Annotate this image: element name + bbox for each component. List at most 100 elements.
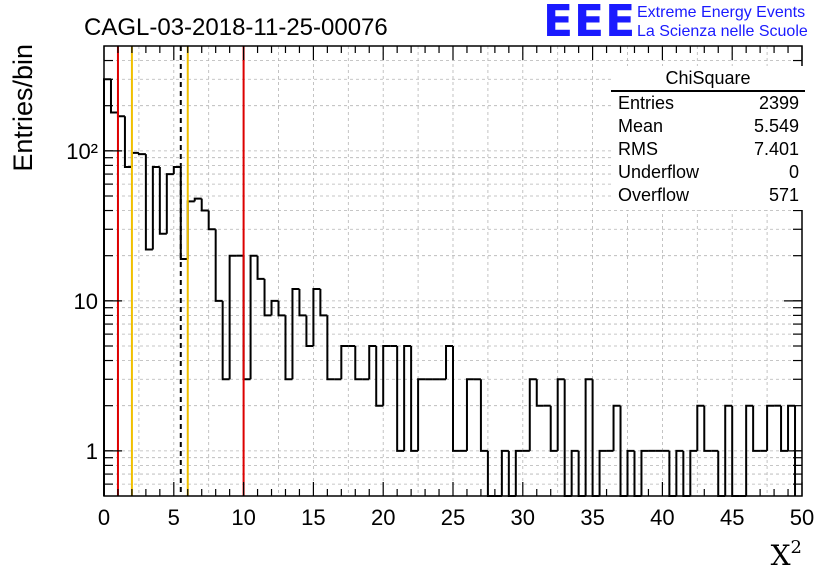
histogram-bin [123, 116, 132, 169]
histogram-bin [403, 345, 412, 451]
histogram-bin [319, 288, 328, 317]
histogram-bin [249, 254, 258, 380]
histogram-bin [116, 112, 125, 118]
histogram-bin [445, 345, 453, 380]
histogram-bin [270, 299, 279, 316]
histogram-bin [312, 287, 321, 346]
histogram-bin [452, 346, 460, 452]
histogram-bin [396, 346, 405, 452]
histogram-bin [780, 405, 789, 452]
logo-line1: Extreme Energy Events [637, 4, 806, 21]
histogram-bin [410, 346, 419, 452]
stats-label: Mean [618, 116, 664, 136]
histogram-bin [563, 379, 572, 497]
histogram-bin [340, 345, 349, 380]
histogram-bin [703, 405, 712, 452]
stats-value: 5.549 [753, 116, 799, 136]
histogram-bin [305, 315, 314, 347]
histogram-bin [556, 378, 565, 451]
histogram-bin [689, 449, 698, 496]
histogram-bin [109, 79, 118, 114]
histogram-bin [465, 378, 474, 451]
histogram-bin [752, 405, 761, 452]
x-tick-label: 25 [441, 505, 465, 530]
x-tick-label: 45 [720, 505, 744, 530]
stats-label: RMS [618, 139, 658, 159]
histogram-bin [130, 151, 139, 168]
chart-title: CAGL-03-2018-11-25-00076 [84, 14, 388, 41]
histogram-bin [745, 404, 754, 496]
stats-value: 571 [768, 185, 799, 205]
stats-title: ChiSquare [611, 66, 805, 92]
histogram-bin [263, 278, 272, 317]
y-axis-label: Entries/bin [8, 44, 38, 172]
histogram-bin [186, 200, 195, 260]
x-axis-label: X2 [771, 537, 802, 572]
histogram-bin [500, 449, 509, 496]
histogram-bin [375, 346, 384, 407]
histogram-bin [528, 378, 537, 451]
stats-value: 2399 [758, 93, 799, 113]
histogram-bin [417, 378, 426, 451]
x-tick-label: 35 [580, 505, 604, 530]
x-tick-label: 40 [650, 505, 674, 530]
stats-box: ChiSquare Entries 2399 Mean 5.549 RMS 7.… [611, 66, 805, 210]
stats-label: Overflow [618, 185, 690, 205]
histogram-bin [103, 78, 111, 496]
histogram-bin [158, 167, 167, 235]
histogram-bin [724, 404, 733, 496]
stats-value: 0 [788, 162, 799, 182]
histogram-bin [675, 449, 684, 496]
stats-row-overflow: Overflow 571 [611, 184, 805, 207]
histogram-bin [151, 166, 160, 250]
x-tick-label: 15 [301, 505, 325, 530]
histogram-bin [549, 405, 558, 452]
histogram-bin [612, 404, 621, 451]
stats-row-entries: Entries 2399 [611, 92, 805, 115]
stats-row-underflow: Underflow 0 [611, 161, 805, 184]
histogram-bin [256, 255, 265, 280]
eee-logo: EEE [543, 0, 637, 47]
histogram-bin [137, 152, 146, 156]
histogram-bin [144, 154, 153, 251]
y-tick-label: 1 [86, 439, 98, 464]
histogram-bin [207, 210, 216, 231]
histogram-bin [591, 379, 600, 497]
x-tick-label: 0 [98, 505, 110, 530]
stats-label: Entries [618, 93, 675, 113]
y-tick-label: 10² [66, 139, 98, 164]
histogram-bin [626, 449, 635, 496]
stats-row-rms: RMS 7.401 [611, 138, 805, 161]
x-tick-label: 5 [168, 505, 180, 530]
x-tick-label: 30 [511, 505, 535, 530]
logo-line2: La Scienza nelle Scuole [637, 23, 808, 40]
histogram-bin [570, 449, 579, 496]
histogram-bin [284, 315, 293, 381]
histogram-bin [535, 379, 544, 407]
histogram-bin [354, 346, 363, 381]
histogram-bin [382, 345, 391, 406]
histogram-bin [228, 254, 237, 380]
histogram-bin [165, 173, 174, 234]
histogram-bin [179, 167, 188, 261]
histogram-bin [584, 378, 593, 496]
axis-ticks: 0 5 10 15 20 25 30 35 40 45 50 1 10 10² [66, 46, 814, 530]
histogram-bin [598, 449, 607, 496]
histogram-bin [291, 287, 300, 380]
histogram-bin [368, 345, 377, 380]
histogram-bin [640, 449, 649, 496]
histogram-bin [221, 300, 230, 381]
x-tick-label: 20 [371, 505, 395, 530]
histogram-bin [766, 404, 775, 451]
histogram-bin [193, 197, 202, 202]
histogram-bin [200, 198, 209, 212]
histogram-bin [214, 229, 223, 302]
x-tick-label: 50 [790, 505, 814, 530]
histogram-bin [326, 315, 335, 381]
histogram-bin [696, 404, 705, 451]
histogram-bin [298, 288, 307, 317]
histogram-bin [479, 379, 488, 452]
stats-label: Underflow [618, 162, 700, 182]
y-tick-label: 10 [74, 289, 98, 314]
